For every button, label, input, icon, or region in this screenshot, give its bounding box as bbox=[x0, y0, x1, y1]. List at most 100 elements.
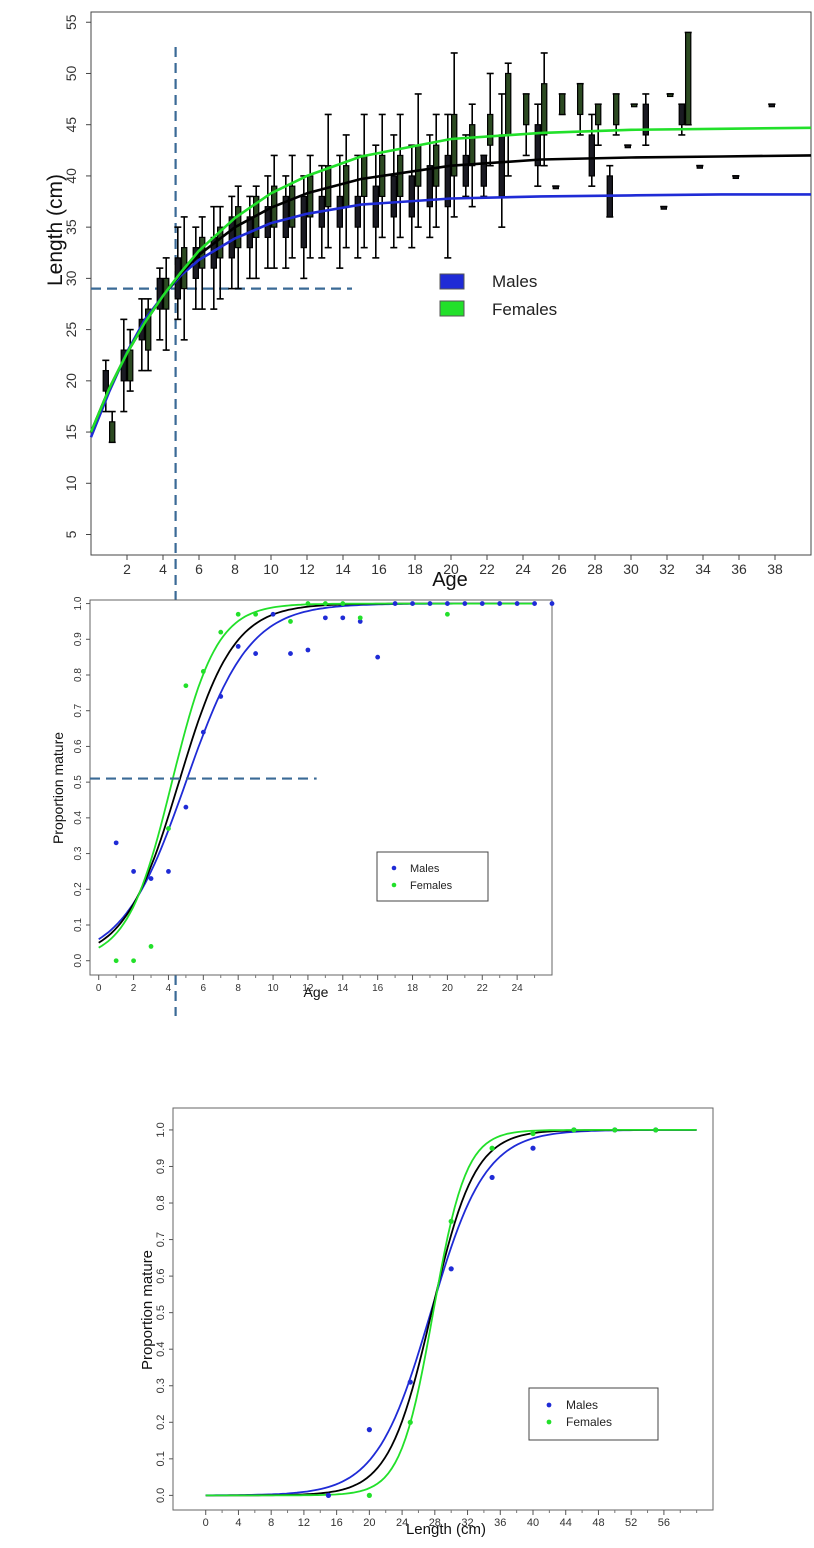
legend-swatch-males bbox=[440, 274, 464, 289]
legend-label-males: Males bbox=[492, 272, 537, 291]
x-tick-label: 8 bbox=[231, 561, 239, 577]
data-point-females bbox=[367, 1493, 372, 1498]
data-point-males bbox=[393, 601, 398, 606]
x-tick-label: 14 bbox=[335, 561, 351, 577]
data-point-females bbox=[653, 1127, 658, 1132]
boxplot-box bbox=[290, 186, 295, 227]
x-tick-label: 22 bbox=[477, 983, 489, 994]
data-point-males bbox=[166, 869, 171, 874]
legend-box bbox=[377, 852, 488, 901]
legend-label-males: Males bbox=[410, 863, 440, 875]
data-point-females bbox=[358, 615, 363, 620]
data-point-females bbox=[288, 619, 293, 624]
x-tick-label: 32 bbox=[659, 561, 675, 577]
data-point-males bbox=[288, 651, 293, 656]
boxplot-box bbox=[560, 94, 565, 114]
data-point-males bbox=[131, 869, 136, 874]
boxplot-box bbox=[301, 196, 306, 247]
data-point-females bbox=[323, 601, 328, 606]
y-tick-label: 0.0 bbox=[73, 953, 84, 967]
x-tick-label: 8 bbox=[268, 1517, 274, 1529]
data-point-males bbox=[149, 876, 154, 881]
x-tick-label: 16 bbox=[371, 561, 387, 577]
x-tick-label: 34 bbox=[695, 561, 711, 577]
data-point-males bbox=[462, 601, 467, 606]
x-tick-label: 28 bbox=[587, 561, 603, 577]
data-point-males bbox=[367, 1427, 372, 1432]
x-tick-label: 2 bbox=[131, 983, 137, 994]
y-axis-title: Proportion mature bbox=[50, 732, 66, 844]
boxplot-box bbox=[589, 135, 594, 176]
boxplot-females-age-26 bbox=[559, 94, 566, 114]
legend: Males Females bbox=[529, 1388, 658, 1440]
maturity-at-age-chart: 0 2 4 6 8 10 12 14 16 18 20 22 240.00.10.20.30.40.50… bbox=[50, 596, 554, 1000]
boxplot-males-age-32 bbox=[660, 207, 667, 210]
data-point-females bbox=[166, 826, 171, 831]
legend-label-females: Females bbox=[566, 1415, 612, 1429]
data-point-males bbox=[410, 601, 415, 606]
data-point-females bbox=[183, 683, 188, 688]
boxplot-box bbox=[596, 104, 601, 124]
boxplot-box bbox=[553, 186, 558, 189]
boxplot-box bbox=[632, 104, 637, 107]
data-point-males bbox=[530, 1146, 535, 1151]
x-tick-label: 0 bbox=[203, 1517, 209, 1529]
x-tick-label: 24 bbox=[512, 983, 524, 994]
x-tick-label: 16 bbox=[331, 1517, 343, 1529]
data-point-females bbox=[253, 612, 258, 617]
boxplot-box bbox=[128, 350, 133, 381]
data-point-females bbox=[306, 601, 311, 606]
legend-box bbox=[529, 1388, 658, 1440]
boxplot-box bbox=[661, 207, 666, 210]
y-tick-label: 0.7 bbox=[73, 703, 84, 717]
boxplot-males-age-30 bbox=[624, 145, 631, 148]
boxplot-box bbox=[733, 176, 738, 179]
data-point-females bbox=[489, 1146, 494, 1151]
x-tick-label: 6 bbox=[201, 983, 207, 994]
y-tick-label: 15 bbox=[63, 424, 79, 440]
boxplot-box bbox=[470, 125, 475, 166]
boxplot-box bbox=[337, 196, 342, 227]
data-point-females bbox=[114, 958, 119, 963]
data-point-males bbox=[489, 1175, 494, 1180]
x-tick-label: 18 bbox=[407, 561, 423, 577]
data-point-males bbox=[323, 615, 328, 620]
x-tick-label: 20 bbox=[363, 1517, 375, 1529]
boxplot-box bbox=[373, 186, 378, 227]
x-tick-label: 18 bbox=[407, 983, 419, 994]
legend-swatch-females bbox=[440, 301, 464, 316]
x-tick-label: 48 bbox=[592, 1517, 604, 1529]
y-tick-label: 0.4 bbox=[73, 810, 84, 824]
y-tick-label: 50 bbox=[63, 65, 79, 81]
x-tick-label: 36 bbox=[731, 561, 747, 577]
boxplot-box bbox=[697, 166, 702, 169]
boxplot-box bbox=[542, 84, 547, 135]
boxplot-box bbox=[488, 114, 493, 145]
y-tick-label: 0.1 bbox=[155, 1451, 167, 1466]
y-tick-label: 0.9 bbox=[73, 632, 84, 646]
data-point-females bbox=[530, 1131, 535, 1136]
y-tick-label: 0.1 bbox=[73, 918, 84, 932]
data-point-females bbox=[131, 958, 136, 963]
boxplot-box bbox=[110, 422, 115, 442]
data-point-males bbox=[449, 1266, 454, 1271]
legend-label-males: Males bbox=[566, 1398, 598, 1412]
x-tick-label: 12 bbox=[299, 561, 315, 577]
boxplot-box bbox=[416, 145, 421, 186]
y-tick-label: 0.6 bbox=[155, 1268, 167, 1283]
data-point-males bbox=[375, 655, 380, 660]
x-tick-label: 36 bbox=[494, 1517, 506, 1529]
data-point-females bbox=[218, 630, 223, 635]
y-tick-label: 1.0 bbox=[155, 1122, 167, 1137]
boxplot-box bbox=[308, 176, 313, 217]
y-tick-label: 0.2 bbox=[73, 882, 84, 896]
data-point-females bbox=[201, 669, 206, 674]
y-tick-label: 0.6 bbox=[73, 739, 84, 753]
x-tick-label: 2 bbox=[123, 561, 131, 577]
x-tick-label: 10 bbox=[263, 561, 279, 577]
x-tick-label: 26 bbox=[551, 561, 567, 577]
data-point-males bbox=[532, 601, 537, 606]
y-tick-label: 0.5 bbox=[73, 775, 84, 789]
data-point-males bbox=[326, 1493, 331, 1498]
x-tick-label: 30 bbox=[623, 561, 639, 577]
